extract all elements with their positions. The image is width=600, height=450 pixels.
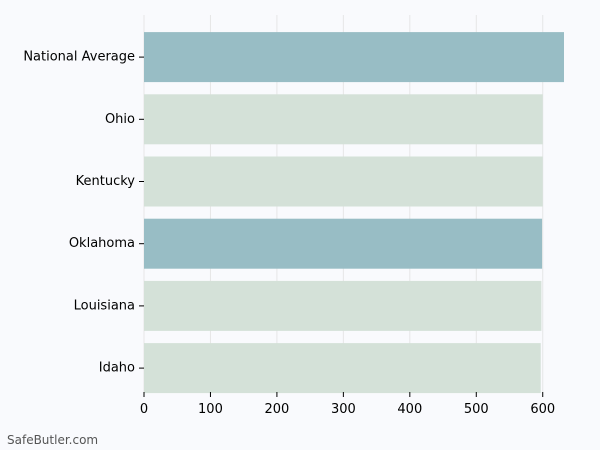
category-label: Idaho (99, 361, 135, 376)
x-tick-label: 200 (264, 402, 289, 417)
x-tick-label: 600 (530, 402, 555, 417)
watermark: SafeButler.com (7, 433, 99, 447)
category-label: Oklahoma (69, 236, 135, 251)
x-tick-label: 400 (397, 402, 422, 417)
bars (144, 32, 564, 394)
x-tick-label: 0 (140, 402, 148, 417)
bar (144, 343, 541, 394)
category-label: Louisiana (74, 298, 135, 313)
category-label: Ohio (105, 112, 135, 127)
x-axis: 0 100 200 300 400 500 600 (140, 392, 555, 417)
y-axis: National Average Ohio Kentucky Oklahoma Loui… (23, 50, 144, 376)
category-label: Kentucky (76, 174, 136, 189)
bar (144, 94, 543, 145)
category-label: National Average (23, 50, 135, 65)
x-tick-label: 300 (331, 402, 356, 417)
x-tick-label: 500 (464, 402, 489, 417)
x-tick-label: 100 (198, 402, 223, 417)
bar (144, 156, 543, 207)
bar (144, 218, 543, 269)
bar (144, 32, 564, 83)
bar (144, 280, 542, 331)
